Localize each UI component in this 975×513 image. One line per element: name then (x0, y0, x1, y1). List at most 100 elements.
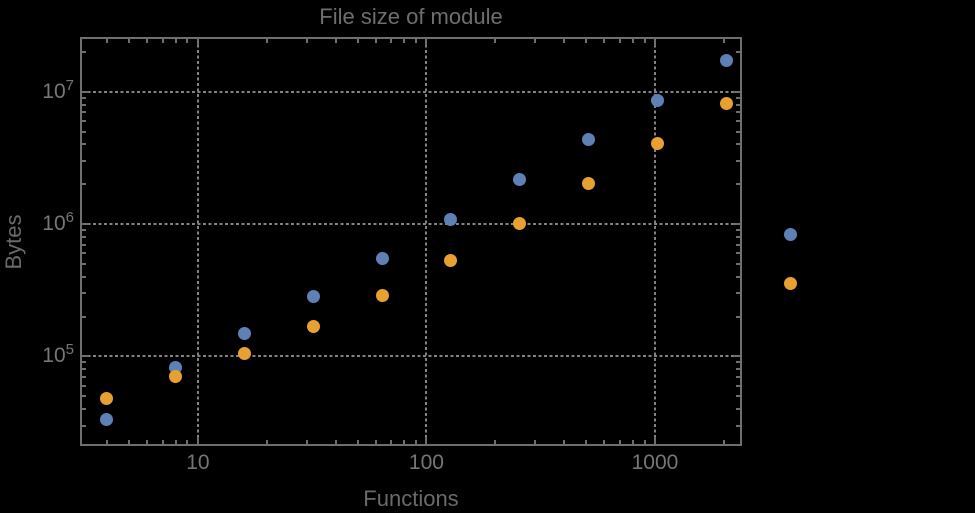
plot-area: 10 100 1000 105 106 107 (42, 37, 797, 474)
tick-mark (736, 130, 740, 133)
tick-mark (374, 39, 377, 43)
data-point-orange (100, 392, 114, 406)
tick-mark (334, 39, 337, 43)
x-tick-label-10: 10 (186, 451, 210, 474)
gridline-y-10^7 (82, 90, 740, 93)
tick-mark (414, 39, 417, 43)
tick-mark (186, 440, 189, 444)
tick-mark (82, 143, 86, 146)
tick-mark (146, 440, 149, 444)
tick-mark (722, 440, 725, 444)
tick-mark (733, 90, 740, 93)
tick-mark (82, 408, 86, 411)
data-point-orange (306, 320, 320, 334)
tick-mark (105, 440, 108, 444)
tick-mark (82, 275, 86, 278)
tick-mark (736, 384, 740, 387)
data-point-blue (306, 289, 320, 303)
tick-mark (403, 39, 406, 43)
tick-mark (305, 39, 308, 43)
tick-mark (618, 440, 621, 444)
tick-mark (82, 120, 86, 123)
tick-mark (736, 408, 740, 411)
tick-mark (146, 39, 149, 43)
tick-mark (82, 50, 86, 53)
tick-mark (82, 375, 86, 378)
tick-mark (736, 96, 740, 99)
tick-mark (736, 229, 740, 232)
data-point-orange (719, 96, 733, 110)
tick-mark (733, 355, 740, 358)
chart-title: File size of module (319, 4, 503, 29)
tick-mark (82, 368, 86, 371)
gridline-y-10^6 (82, 223, 740, 226)
tick-mark (82, 229, 86, 232)
data-point-blue (719, 54, 733, 68)
y-tick-label-10^7: 107 (42, 76, 74, 103)
gridline-x-100 (425, 39, 428, 444)
data-point-orange (513, 216, 527, 230)
tick-mark (736, 252, 740, 255)
tick-mark (82, 223, 89, 226)
tick-mark (736, 183, 740, 186)
tick-mark (82, 96, 86, 99)
data-point-blue (513, 172, 527, 186)
tick-mark (82, 103, 86, 106)
tick-mark (390, 440, 393, 444)
tick-mark (736, 120, 740, 123)
tick-mark (736, 143, 740, 146)
tick-mark (334, 440, 337, 444)
y-tick-label-10^6: 106 (42, 209, 74, 236)
data-point-orange (444, 254, 458, 268)
tick-mark (161, 440, 164, 444)
tick-mark (82, 355, 89, 358)
tick-mark (414, 440, 417, 444)
tick-mark (736, 262, 740, 265)
tick-mark (585, 39, 588, 43)
data-point-orange (582, 176, 596, 190)
tick-mark (82, 130, 86, 133)
tick-mark (603, 39, 606, 43)
tick-mark (585, 440, 588, 444)
data-point-orange (650, 137, 664, 151)
data-point-blue (650, 93, 664, 107)
tick-mark (736, 235, 740, 238)
tick-mark (356, 440, 359, 444)
tick-mark (631, 440, 634, 444)
tick-mark (174, 39, 177, 43)
x-axis-label: Functions (363, 486, 459, 511)
tick-mark (563, 440, 566, 444)
tick-mark (736, 103, 740, 106)
data-point-blue (100, 412, 114, 426)
tick-mark (356, 39, 359, 43)
tick-mark (425, 39, 428, 46)
data-point-blue (169, 360, 183, 374)
tick-mark (534, 39, 537, 43)
tick-mark (736, 395, 740, 398)
tick-mark (736, 243, 740, 246)
tick-mark (390, 39, 393, 43)
tick-mark (736, 315, 740, 318)
tick-mark (82, 384, 86, 387)
y-tick-label-10^5: 105 (42, 341, 74, 368)
gridline-x-10 (196, 39, 199, 444)
data-point-orange (169, 370, 183, 384)
data-point-blue (238, 327, 252, 341)
tick-mark (265, 440, 268, 444)
data-point-blue (783, 227, 797, 241)
tick-mark (736, 368, 740, 371)
data-point-orange (238, 347, 252, 361)
tick-mark (128, 39, 131, 43)
gridline-y-10^5 (82, 355, 740, 358)
tick-mark (161, 39, 164, 43)
tick-mark (631, 39, 634, 43)
tick-mark (82, 292, 86, 295)
data-point-blue (375, 251, 389, 265)
tick-mark (736, 375, 740, 378)
data-point-orange (375, 288, 389, 302)
tick-mark (643, 39, 646, 43)
tick-mark (534, 440, 537, 444)
tick-mark (82, 235, 86, 238)
gridline-x-1000 (653, 39, 656, 444)
